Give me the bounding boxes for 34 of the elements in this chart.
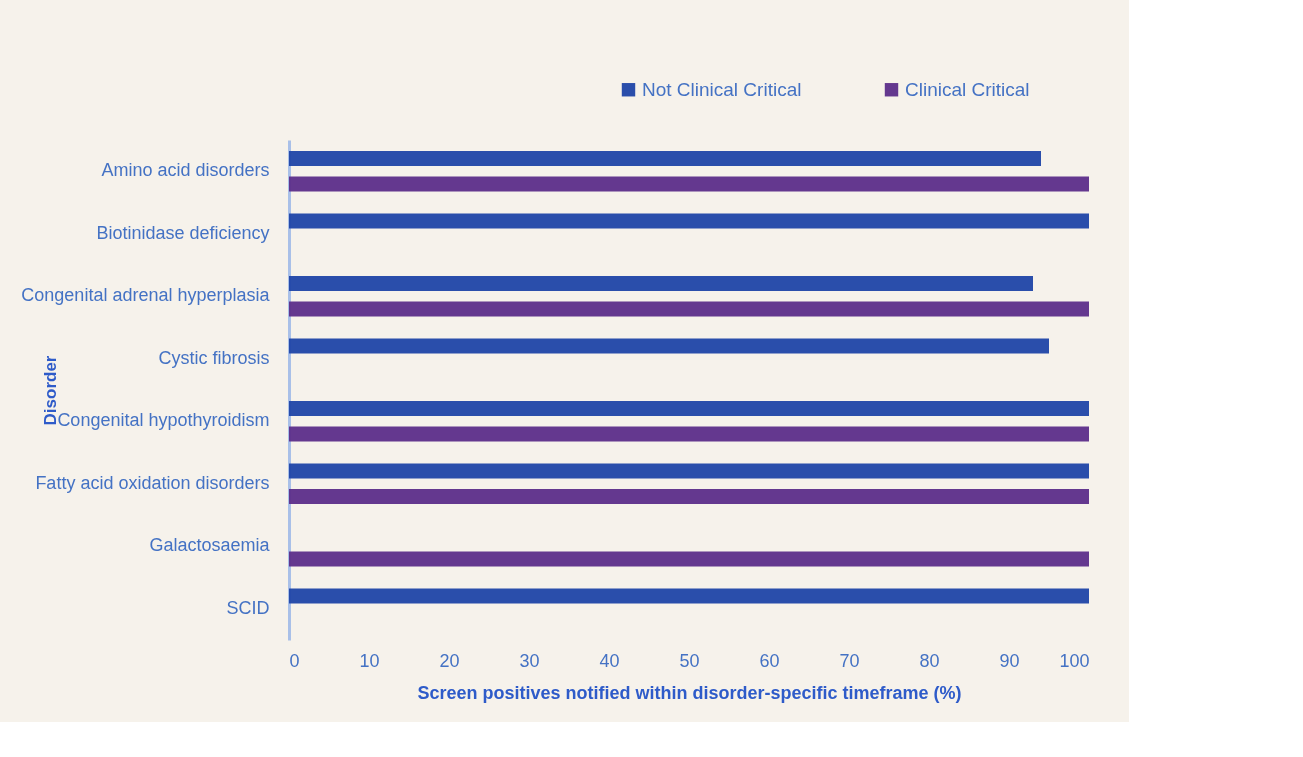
bar bbox=[289, 301, 1089, 317]
x-tick-label: 20 bbox=[439, 650, 460, 671]
bar bbox=[289, 463, 1089, 479]
x-tick-label: 90 bbox=[999, 650, 1020, 671]
y-tick-label: Galactosaemia bbox=[149, 535, 271, 556]
legend-label: Clinical Critical bbox=[905, 78, 1030, 100]
bar bbox=[289, 176, 1089, 192]
legend-label: Not Clinical Critical bbox=[642, 78, 802, 100]
x-tick-label: 40 bbox=[599, 650, 620, 671]
bar bbox=[289, 588, 1089, 604]
x-tick-label: 60 bbox=[759, 650, 780, 671]
x-tick-label: 50 bbox=[679, 650, 700, 671]
x-tick-label: 30 bbox=[519, 650, 540, 671]
x-tick-label: 10 bbox=[359, 650, 380, 671]
bar bbox=[289, 150, 1041, 166]
y-tick-label: Fatty acid oxidation disorders bbox=[35, 472, 270, 493]
bar bbox=[289, 338, 1049, 354]
x-tick-label: 80 bbox=[919, 650, 940, 671]
x-tick-label: 0 bbox=[289, 650, 300, 671]
y-tick-label: SCID bbox=[226, 597, 270, 618]
x-axis-title: Screen positives notified within disorder-specific timeframe (%) bbox=[417, 682, 962, 703]
x-tick-label: 70 bbox=[839, 650, 860, 671]
bar bbox=[289, 275, 1033, 291]
y-tick-label: Congenital adrenal hyperplasia bbox=[21, 285, 271, 306]
y-tick-label: Biotinidase deficiency bbox=[96, 222, 270, 243]
x-tick-label: 100 bbox=[1059, 650, 1090, 671]
bar bbox=[289, 213, 1089, 229]
y-tick-label: Congenital hypothyroidism bbox=[57, 410, 270, 431]
bar bbox=[289, 426, 1089, 442]
y-tick-label: Cystic fibrosis bbox=[158, 347, 270, 368]
bar bbox=[289, 551, 1089, 567]
bar bbox=[289, 400, 1089, 416]
y-tick-label: Amino acid disorders bbox=[101, 160, 270, 181]
bar bbox=[289, 489, 1089, 505]
